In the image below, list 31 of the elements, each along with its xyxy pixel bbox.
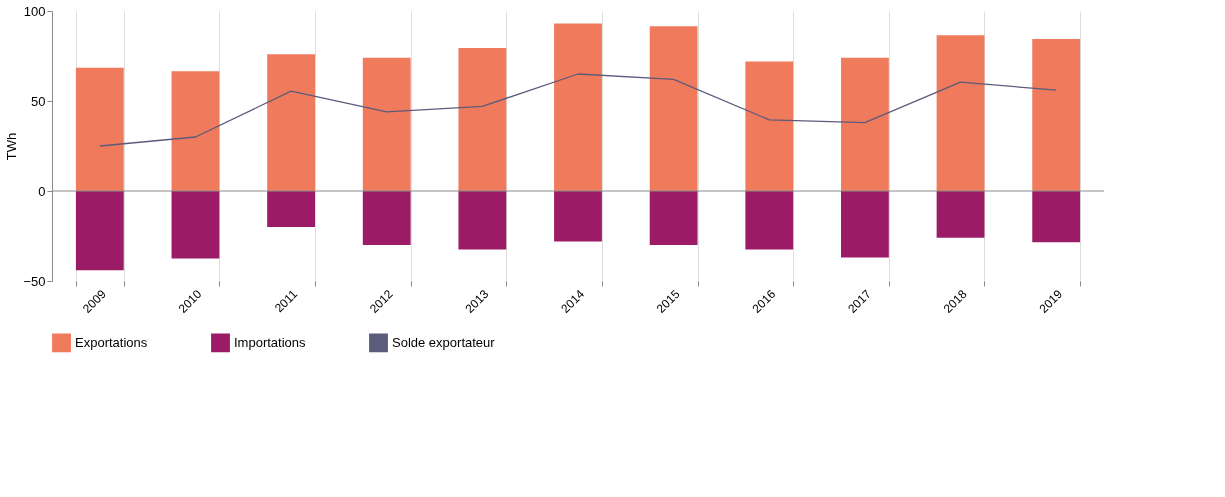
line-series <box>99 73 1057 147</box>
bar <box>171 71 220 191</box>
bar <box>362 57 411 191</box>
bar <box>554 23 602 191</box>
bar <box>745 191 794 250</box>
bar <box>1032 191 1081 243</box>
bar <box>1032 38 1081 191</box>
bar <box>171 191 220 259</box>
bar <box>649 26 698 191</box>
bar <box>362 191 411 245</box>
bar <box>936 35 985 191</box>
bar <box>75 67 124 191</box>
bar <box>458 191 507 250</box>
y-tick-label: −50 <box>23 273 46 289</box>
bar <box>936 191 985 238</box>
bar <box>267 191 315 227</box>
bar <box>649 191 698 245</box>
bar <box>458 47 507 191</box>
y-tick-label: 50 <box>31 93 46 109</box>
y-tick-label: 0 <box>38 183 46 199</box>
bar <box>841 57 889 191</box>
legend-label: Exportations <box>75 334 148 350</box>
y-axis-title: TWh <box>4 132 20 161</box>
y-tick-label: 100 <box>23 3 46 19</box>
bar <box>75 191 124 271</box>
bar <box>745 61 794 191</box>
legend-label: Importations <box>234 334 307 350</box>
legend-label: Solde exportateur <box>392 334 496 350</box>
bar <box>841 191 889 258</box>
bar <box>554 191 602 242</box>
bar <box>267 54 315 191</box>
